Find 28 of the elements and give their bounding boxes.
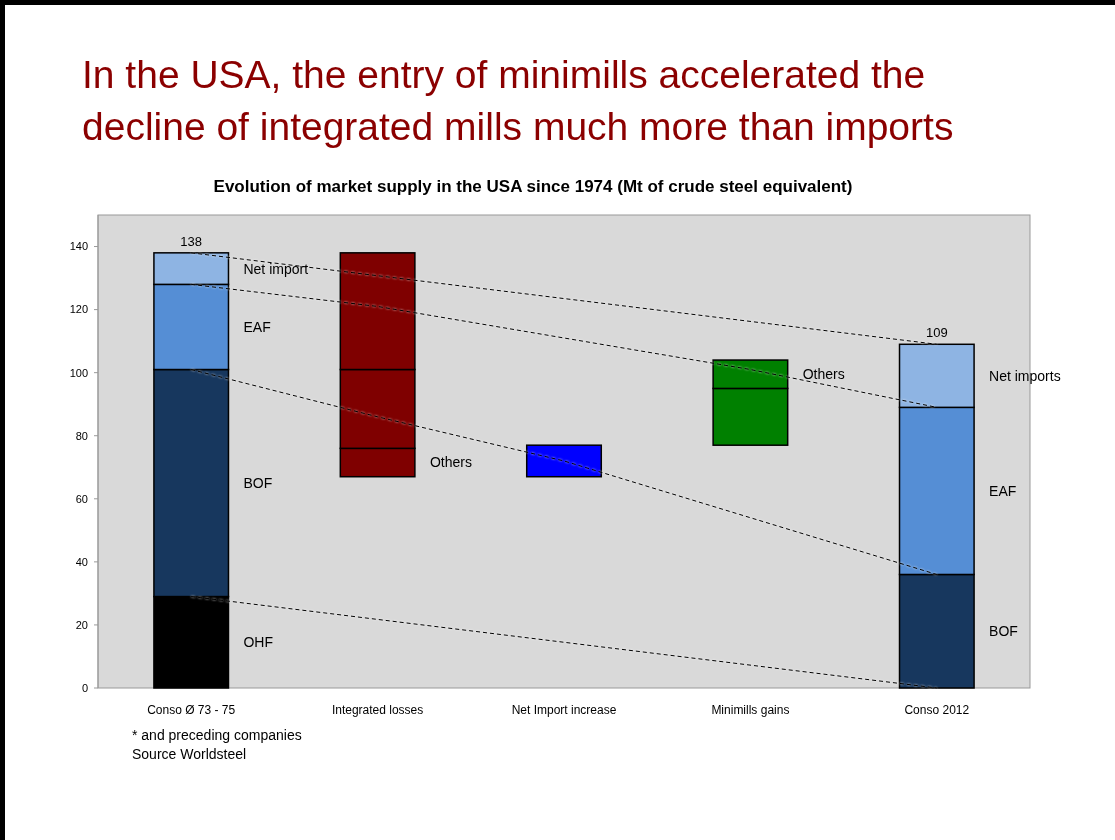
y-tick-label: 40 — [75, 555, 88, 568]
series-label: Others — [802, 366, 845, 383]
x-tick-label: Conso Ø 73 - 75 — [147, 703, 236, 717]
series-label: EAF — [989, 482, 1017, 499]
x-tick-label: Integrated losses — [331, 703, 424, 717]
y-tick-label: 100 — [69, 366, 88, 379]
chart-title: In the USA, the entry of minimills accelerated the decline of integrated mills much more than imports — [82, 53, 954, 148]
y-tick-label: 80 — [75, 429, 88, 442]
y-tick-label: 60 — [75, 492, 88, 505]
y-tick-label: 20 — [75, 618, 88, 631]
y-tick-label: 0 — [81, 681, 88, 694]
y-tick-label: 120 — [69, 303, 88, 316]
x-tick-label: Net Import increase — [511, 703, 617, 717]
series-label: OHF — [243, 634, 274, 651]
chart-subtitle: Evolution of market supply in the USA since 1974 (Mt of crude steel equivalent) — [213, 177, 853, 196]
series-label: Net import — [243, 260, 309, 277]
series-label: Others — [429, 454, 472, 471]
series-label: EAF — [243, 318, 271, 335]
total-label: 109 — [925, 325, 948, 341]
series-label: BOF — [243, 474, 273, 491]
y-tick-label: 140 — [69, 240, 88, 253]
x-tick-label: Minimills gains — [711, 703, 790, 717]
source-note: Source Worldsteel — [132, 746, 247, 762]
text: * and preceding companies — [132, 727, 302, 743]
total-label: 138 — [180, 233, 203, 249]
series-label: Net imports — [989, 367, 1061, 384]
series-label: BOF — [989, 623, 1018, 640]
x-tick-label: Conso 2012 — [904, 703, 970, 717]
